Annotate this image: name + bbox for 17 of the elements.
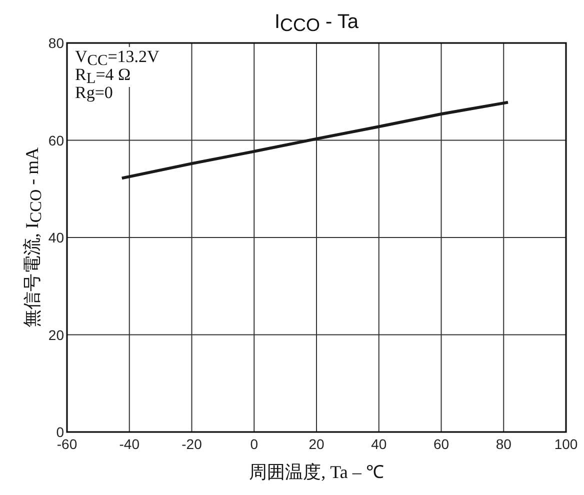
x-tick-label: 20 [308,436,324,452]
line-series [120,100,510,180]
y-tick-label: 80 [48,35,64,51]
x-tick-label: 60 [433,436,450,452]
y-tick-label: 20 [48,326,64,343]
annotation: V$_{CC}$=13.2V [75,47,160,69]
x-tick-label: 0 [250,436,258,452]
chart-title: I$_{CCO}$ - Ta [274,11,360,35]
x-tick-label: 40 [371,436,387,452]
annotation: R$_{L}$=4 Ω [75,65,131,87]
x-axis-title: 周囲温度, Ta – ℃ [249,462,384,482]
x-tick-label: 80 [496,436,512,452]
x-tick-label: -20 [182,436,202,452]
x-tick-label: 100 [554,436,578,452]
y-tick-label: 40 [48,230,64,246]
y-tick-label: 60 [48,132,64,148]
x-tick-label: -40 [119,436,140,452]
